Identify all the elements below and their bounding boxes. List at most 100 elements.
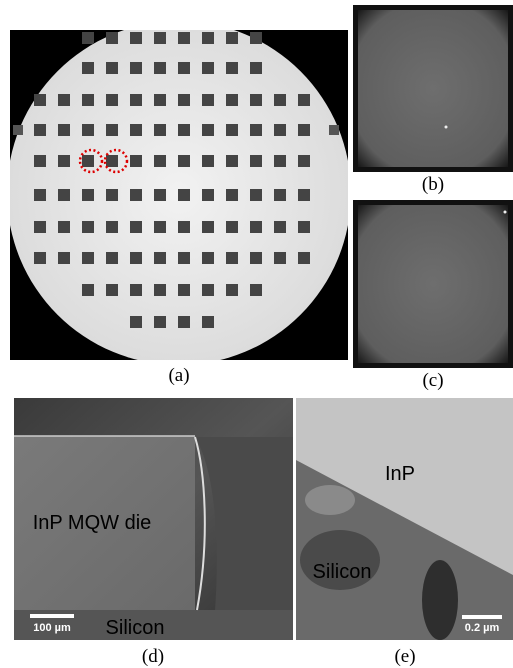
die-square: [130, 32, 142, 44]
die-square: [226, 32, 238, 44]
die-square: [34, 221, 46, 233]
top-label: InP: [385, 463, 415, 485]
die-square: [274, 124, 286, 136]
die-square: [82, 62, 94, 74]
die-square: [130, 189, 142, 201]
die-square: [130, 316, 142, 328]
die-square: [130, 124, 142, 136]
die-square: [82, 94, 94, 106]
die-square: [202, 284, 214, 296]
die-square: [82, 252, 94, 264]
die-square: [178, 316, 190, 328]
die-square: [250, 221, 262, 233]
die-square: [82, 221, 94, 233]
die-square: [154, 189, 166, 201]
die-square: [298, 252, 310, 264]
die-square: [226, 252, 238, 264]
die-square: [226, 189, 238, 201]
caption: (d): [142, 646, 164, 667]
scale-bar-label: 0.2 µm: [465, 622, 500, 634]
die-square: [154, 124, 166, 136]
die-square: [202, 221, 214, 233]
die-square: [34, 189, 46, 201]
die-square: [274, 94, 286, 106]
die-square: [106, 189, 118, 201]
panel-b: (b): [353, 5, 513, 195]
die-square: [154, 221, 166, 233]
die-square: [34, 94, 46, 106]
die-square: [226, 284, 238, 296]
die-square: [130, 284, 142, 296]
die-square: [178, 32, 190, 44]
die-square: [178, 221, 190, 233]
die-square: [250, 32, 262, 44]
die-square: [130, 155, 142, 167]
die-square: [178, 284, 190, 296]
die-square: [298, 94, 310, 106]
die-square: [58, 252, 70, 264]
die-square: [226, 62, 238, 74]
die-square: [106, 124, 118, 136]
die-square: [154, 252, 166, 264]
die-square: [250, 155, 262, 167]
die-square: [106, 252, 118, 264]
die-square: [82, 155, 94, 167]
die-square: [106, 155, 118, 167]
die-square: [202, 124, 214, 136]
die-square: [58, 155, 70, 167]
die-square: [298, 155, 310, 167]
die-square: [226, 124, 238, 136]
die-square: [58, 189, 70, 201]
die-square: [34, 155, 46, 167]
die-square: [106, 221, 118, 233]
die-square: [58, 221, 70, 233]
die-square: [226, 221, 238, 233]
die-square: [250, 62, 262, 74]
die-square: [226, 94, 238, 106]
die-square: [202, 252, 214, 264]
figure: (a) (b) (c) InP MQW die Silicon 100 µm (…: [0, 0, 513, 668]
scale-bar-label: 100 µm: [33, 622, 71, 634]
die-square: [34, 252, 46, 264]
die-square: [13, 125, 23, 135]
die-square: [154, 316, 166, 328]
die-square: [274, 252, 286, 264]
die-square: [82, 284, 94, 296]
particle: [504, 211, 507, 214]
die-square: [274, 221, 286, 233]
die-square: [82, 189, 94, 201]
die-square: [58, 124, 70, 136]
particle: [445, 126, 448, 129]
die-label: InP MQW die: [33, 512, 152, 534]
die-square: [106, 32, 118, 44]
panel-e: InP Silicon 0.2 µm (e): [296, 398, 513, 667]
die-square: [298, 189, 310, 201]
contrast-band: [422, 560, 458, 640]
die-square: [202, 155, 214, 167]
die-square: [130, 62, 142, 74]
die-square: [250, 252, 262, 264]
die-square: [106, 94, 118, 106]
die-square: [202, 62, 214, 74]
die-square: [202, 316, 214, 328]
die-square: [154, 155, 166, 167]
die-square: [178, 189, 190, 201]
die-square: [178, 124, 190, 136]
die-square: [178, 94, 190, 106]
die-square: [82, 124, 94, 136]
die-square: [154, 94, 166, 106]
contrast-band: [305, 485, 355, 515]
die-square: [298, 221, 310, 233]
die-square: [250, 94, 262, 106]
die-square: [178, 252, 190, 264]
die-square: [250, 124, 262, 136]
panel-d: InP MQW die Silicon 100 µm (d): [14, 398, 293, 667]
scale-bar: [462, 615, 502, 619]
die-image: [358, 205, 508, 363]
bottom-label: Silicon: [313, 561, 372, 583]
die-square: [178, 155, 190, 167]
die-square: [202, 32, 214, 44]
substrate-label: Silicon: [106, 617, 165, 639]
die-square: [329, 125, 339, 135]
die-square: [34, 124, 46, 136]
